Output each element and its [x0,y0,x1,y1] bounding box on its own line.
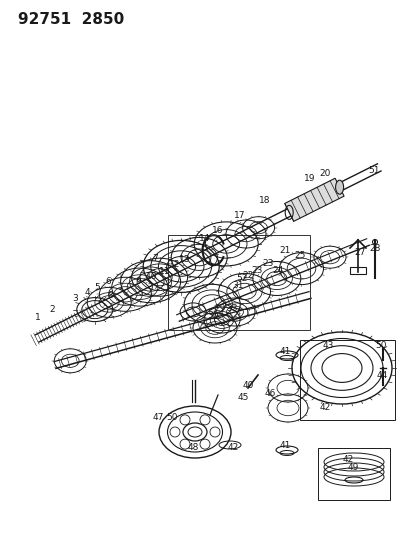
Text: 25: 25 [294,251,305,260]
Bar [317,448,389,500]
Bar [299,340,394,420]
Text: 31: 31 [232,280,243,289]
Text: 1: 1 [35,313,41,322]
Text: 29: 29 [214,303,225,312]
Text: 12: 12 [169,260,180,269]
Text: 19: 19 [304,174,315,182]
Text: 43: 43 [322,341,333,350]
Text: 23: 23 [262,259,273,268]
Text: 11: 11 [159,266,170,276]
Text: 6: 6 [105,277,111,286]
Text: 28: 28 [368,244,380,253]
Text: 5: 5 [94,282,100,292]
Text: 2: 2 [49,305,55,314]
Text: 17: 17 [234,211,245,220]
Polygon shape [284,178,343,221]
Text: 49: 49 [347,464,358,472]
Text: 48: 48 [187,443,198,453]
Text: 50: 50 [374,341,386,350]
Text: 42: 42 [227,443,238,453]
Text: 7: 7 [152,254,157,262]
Text: 41: 41 [279,348,290,357]
Text: 18: 18 [259,196,270,205]
Text: 41: 41 [279,440,290,449]
Text: 50: 50 [166,414,177,423]
Text: 10: 10 [146,271,157,280]
Text: 51: 51 [367,166,379,174]
Text: 9: 9 [135,277,140,286]
Text: 8: 8 [107,290,113,300]
Text: 22: 22 [242,271,253,279]
Text: 44: 44 [375,370,387,379]
Text: 21: 21 [279,246,290,254]
Text: 45: 45 [237,392,248,401]
Text: 30: 30 [207,311,218,319]
Text: 40: 40 [242,381,253,390]
Text: 27: 27 [354,247,365,256]
Text: 33: 33 [225,303,237,312]
Text: 13: 13 [179,254,190,263]
Text: 4: 4 [84,287,90,296]
Text: 52: 52 [236,273,247,282]
Text: 20: 20 [318,168,330,177]
Text: 16: 16 [212,225,223,235]
Ellipse shape [335,180,343,194]
Text: 46: 46 [263,389,275,398]
Text: 42: 42 [342,456,353,464]
Text: 23: 23 [251,265,262,274]
Text: 42: 42 [318,403,330,413]
Text: 14: 14 [199,233,210,243]
Text: 24: 24 [272,265,283,274]
Text: 47: 47 [152,414,163,423]
Text: 92751  2850: 92751 2850 [18,12,124,27]
Text: 3: 3 [72,294,78,303]
